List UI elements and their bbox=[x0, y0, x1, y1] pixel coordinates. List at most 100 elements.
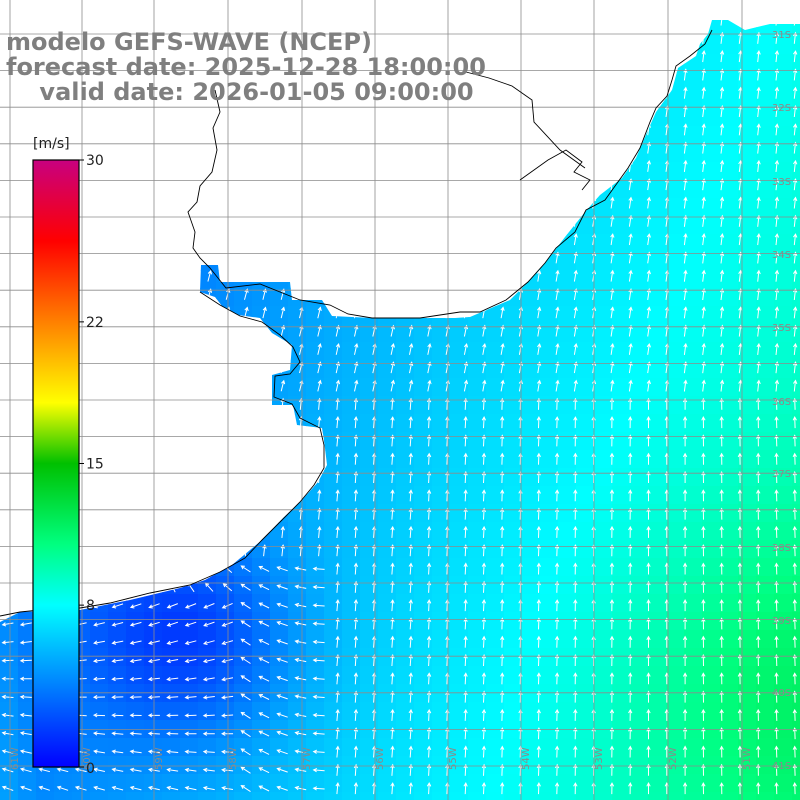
wind-arrow bbox=[240, 693, 251, 701]
wind-arrow bbox=[390, 580, 395, 593]
wind-arrow bbox=[262, 343, 267, 355]
wind-arrow bbox=[189, 123, 194, 136]
wind-arrow bbox=[646, 31, 651, 44]
wind-arrow bbox=[335, 379, 341, 392]
wind-arrow bbox=[701, 452, 706, 465]
wind-arrow bbox=[184, 677, 197, 682]
wind-arrow bbox=[646, 672, 651, 685]
wind-arrow bbox=[628, 68, 633, 81]
wind-arrow bbox=[481, 763, 487, 776]
wind-arrow bbox=[463, 745, 468, 758]
wind-arrow bbox=[426, 544, 432, 557]
wind-arrow bbox=[500, 672, 505, 685]
wind-arrow bbox=[573, 727, 578, 740]
wind-arrow bbox=[774, 324, 780, 337]
wind-arrow bbox=[445, 653, 450, 667]
wind-arrow bbox=[189, 416, 194, 429]
wind-arrow bbox=[738, 68, 743, 81]
wind-arrow bbox=[317, 233, 322, 246]
latitude-label: 40S bbox=[772, 688, 791, 699]
wind-arrow bbox=[294, 602, 307, 608]
wind-arrow bbox=[610, 50, 615, 63]
wind-arrow bbox=[390, 653, 395, 667]
wind-arrow bbox=[189, 324, 194, 337]
wind-arrow bbox=[573, 452, 578, 465]
wind-arrow bbox=[6, 452, 11, 465]
wind-arrow bbox=[738, 20, 743, 26]
wind-arrow bbox=[353, 599, 359, 612]
wind-arrow bbox=[573, 269, 578, 282]
wind-arrow bbox=[445, 690, 450, 703]
wind-arrow bbox=[354, 159, 359, 172]
wind-arrow bbox=[134, 471, 139, 483]
wind-arrow bbox=[335, 580, 340, 593]
wind-arrow bbox=[445, 580, 450, 593]
wind-arrow bbox=[756, 708, 761, 721]
wind-arrow bbox=[445, 745, 450, 758]
wind-arrow bbox=[79, 361, 84, 374]
wind-arrow bbox=[202, 713, 215, 718]
wind-arrow bbox=[390, 470, 395, 484]
wind-arrow bbox=[609, 489, 615, 502]
wind-arrow bbox=[97, 361, 103, 374]
wind-arrow bbox=[573, 397, 578, 410]
wind-arrow bbox=[610, 68, 615, 81]
wind-arrow bbox=[280, 489, 285, 502]
wind-arrow bbox=[738, 342, 743, 355]
wind-arrow bbox=[115, 214, 121, 227]
longitude-label: 61W bbox=[10, 747, 21, 770]
wind-arrow bbox=[390, 599, 395, 612]
wind-arrow bbox=[262, 507, 267, 520]
wind-arrow bbox=[537, 233, 542, 246]
wind-arrow bbox=[555, 214, 560, 227]
wind-arrow bbox=[609, 580, 615, 593]
wind-arrow bbox=[353, 617, 359, 630]
wind-arrow bbox=[463, 123, 469, 136]
wind-arrow bbox=[537, 105, 542, 117]
wind-arrow bbox=[646, 178, 651, 191]
wind-arrow bbox=[500, 159, 505, 172]
wind-arrow bbox=[409, 159, 414, 172]
wind-arrow bbox=[719, 86, 725, 99]
wind-arrow bbox=[409, 269, 414, 282]
wind-arrow bbox=[609, 617, 615, 630]
wind-arrow bbox=[79, 20, 84, 26]
wind-arrow bbox=[463, 141, 469, 154]
wind-arrow bbox=[299, 105, 304, 117]
wind-arrow bbox=[573, 306, 578, 319]
wind-arrow bbox=[555, 159, 560, 172]
wind-arrow bbox=[683, 214, 688, 227]
wind-arrow bbox=[22, 581, 30, 593]
wind-arrow bbox=[756, 617, 761, 630]
wind-arrow bbox=[353, 690, 359, 703]
wind-arrow bbox=[792, 635, 797, 648]
wind-arrow bbox=[701, 251, 706, 264]
wind-arrow bbox=[115, 196, 121, 209]
wind-arrow bbox=[756, 416, 761, 429]
wind-arrow bbox=[573, 379, 578, 392]
wind-arrow bbox=[610, 159, 615, 172]
wind-arrow bbox=[390, 141, 395, 154]
wind-arrow bbox=[184, 640, 197, 645]
wind-arrow bbox=[682, 580, 688, 593]
wind-arrow bbox=[701, 86, 706, 99]
wind-arrow bbox=[774, 233, 780, 246]
wind-arrow bbox=[463, 434, 468, 447]
wind-arrow bbox=[628, 214, 633, 227]
wind-arrow bbox=[372, 20, 377, 26]
wind-arrow bbox=[719, 617, 724, 630]
wind-arrow bbox=[426, 580, 432, 593]
wind-arrow bbox=[115, 178, 121, 191]
wind-arrow bbox=[427, 324, 432, 337]
wind-arrow bbox=[463, 159, 469, 172]
wind-arrow bbox=[537, 68, 542, 81]
wind-arrow bbox=[463, 763, 468, 776]
wind-arrow bbox=[573, 196, 578, 209]
wind-arrow bbox=[628, 470, 633, 484]
wind-arrow bbox=[737, 672, 743, 685]
wind-arrow bbox=[390, 342, 395, 355]
wind-arrow bbox=[116, 544, 121, 557]
wind-arrow bbox=[628, 727, 633, 740]
wind-arrow bbox=[609, 690, 615, 703]
wind-arrow bbox=[294, 657, 307, 663]
